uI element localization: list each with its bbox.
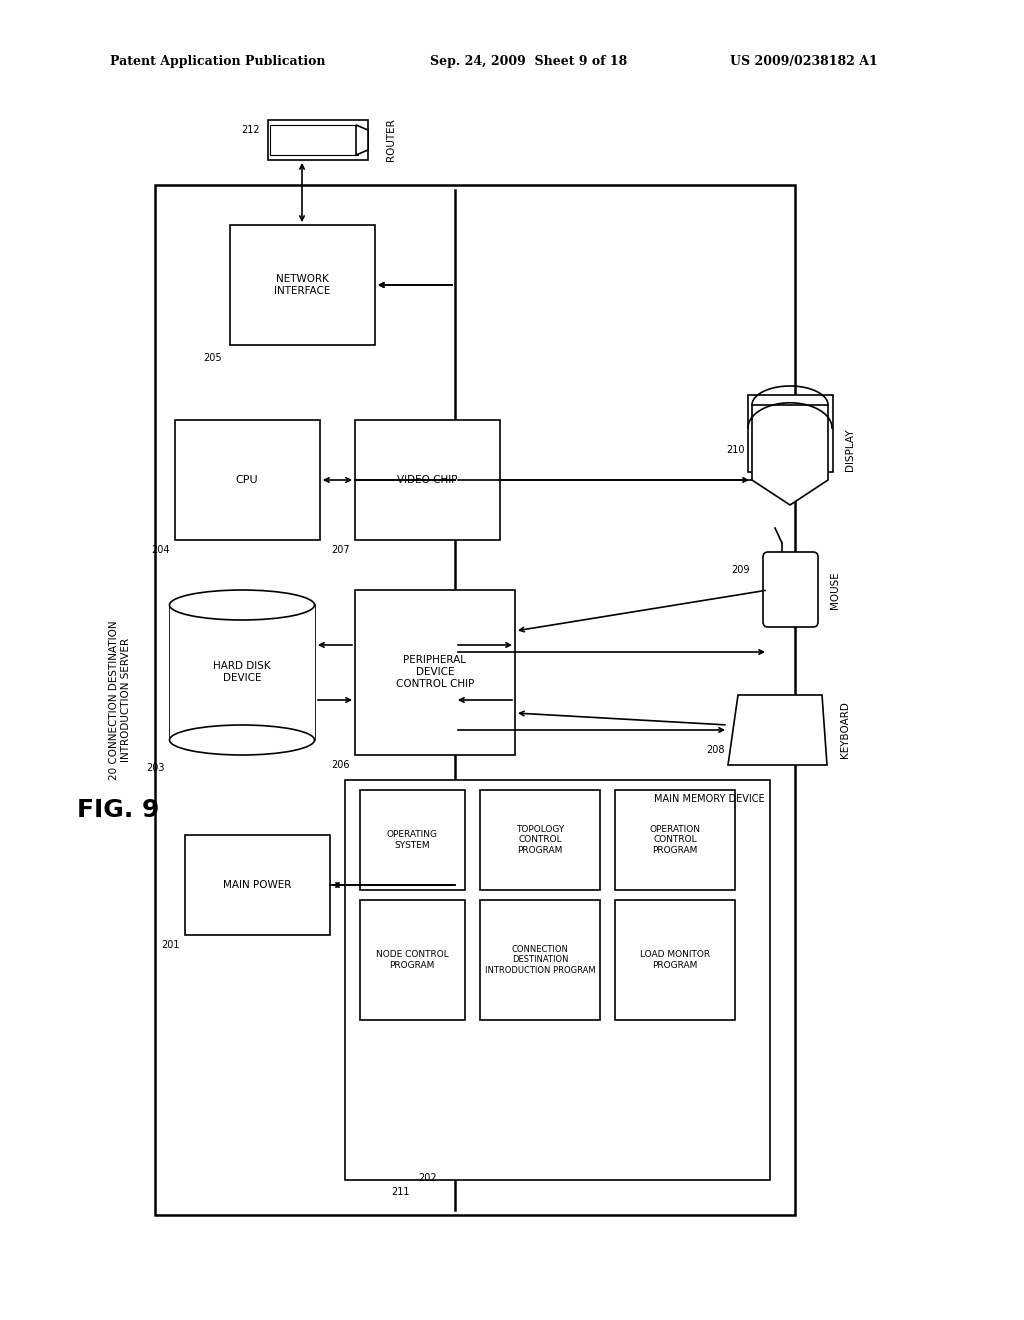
Text: TOPOLOGY
CONTROL
PROGRAM: TOPOLOGY CONTROL PROGRAM bbox=[516, 825, 564, 855]
Polygon shape bbox=[728, 696, 827, 766]
Text: 202: 202 bbox=[419, 1173, 437, 1183]
Text: DISPLAY: DISPLAY bbox=[845, 429, 855, 471]
Bar bbox=[170, 605, 315, 741]
Text: 209: 209 bbox=[731, 565, 750, 576]
Text: 205: 205 bbox=[204, 352, 222, 363]
Text: MAIN MEMORY DEVICE: MAIN MEMORY DEVICE bbox=[654, 795, 765, 804]
Text: Sep. 24, 2009  Sheet 9 of 18: Sep. 24, 2009 Sheet 9 of 18 bbox=[430, 55, 628, 69]
Text: 203: 203 bbox=[146, 763, 165, 774]
Text: PERIPHERAL
DEVICE
CONTROL CHIP: PERIPHERAL DEVICE CONTROL CHIP bbox=[396, 656, 474, 689]
Bar bbox=[175, 420, 319, 540]
Bar bbox=[355, 590, 515, 755]
Text: 212: 212 bbox=[242, 125, 260, 135]
Bar bbox=[268, 120, 368, 160]
Text: 207: 207 bbox=[332, 545, 350, 554]
Text: 20 CONNECTION DESTINATION
INTRODUCTION SERVER: 20 CONNECTION DESTINATION INTRODUCTION S… bbox=[110, 620, 131, 780]
Bar bbox=[360, 900, 465, 1020]
Text: LOAD MONITOR
PROGRAM: LOAD MONITOR PROGRAM bbox=[640, 950, 710, 970]
Text: MAIN POWER: MAIN POWER bbox=[223, 880, 291, 890]
Bar bbox=[355, 420, 500, 540]
Bar bbox=[155, 185, 795, 1214]
Text: Patent Application Publication: Patent Application Publication bbox=[110, 55, 326, 69]
Text: NODE CONTROL
PROGRAM: NODE CONTROL PROGRAM bbox=[376, 950, 449, 970]
Bar bbox=[270, 125, 358, 154]
Text: CONNECTION
DESTINATION
INTRODUCTION PROGRAM: CONNECTION DESTINATION INTRODUCTION PROG… bbox=[484, 945, 595, 975]
Bar bbox=[185, 836, 330, 935]
Bar bbox=[360, 789, 465, 890]
Bar bbox=[748, 395, 833, 473]
Text: 204: 204 bbox=[152, 545, 170, 554]
Text: MOUSE: MOUSE bbox=[830, 572, 840, 609]
Text: 208: 208 bbox=[707, 744, 725, 755]
Bar bbox=[480, 900, 600, 1020]
Text: CPU: CPU bbox=[236, 475, 258, 484]
Text: KEYBOARD: KEYBOARD bbox=[840, 701, 850, 759]
Bar bbox=[615, 789, 735, 890]
Bar bbox=[480, 789, 600, 890]
Bar bbox=[345, 780, 770, 1180]
Text: OPERATION
CONTROL
PROGRAM: OPERATION CONTROL PROGRAM bbox=[649, 825, 700, 855]
Polygon shape bbox=[356, 125, 368, 154]
Text: ROUTER: ROUTER bbox=[386, 119, 396, 161]
Polygon shape bbox=[752, 405, 828, 506]
Bar bbox=[615, 900, 735, 1020]
Bar bbox=[230, 224, 375, 345]
Text: VIDEO CHIP: VIDEO CHIP bbox=[396, 475, 458, 484]
Text: NETWORK
INTERFACE: NETWORK INTERFACE bbox=[273, 275, 330, 296]
Ellipse shape bbox=[170, 725, 314, 755]
Ellipse shape bbox=[170, 590, 314, 620]
Text: OPERATING
SYSTEM: OPERATING SYSTEM bbox=[386, 830, 437, 850]
Text: US 2009/0238182 A1: US 2009/0238182 A1 bbox=[730, 55, 878, 69]
Text: 211: 211 bbox=[391, 1187, 410, 1197]
Text: FIG. 9: FIG. 9 bbox=[77, 799, 159, 822]
Text: HARD DISK
DEVICE: HARD DISK DEVICE bbox=[213, 661, 270, 682]
Text: 201: 201 bbox=[162, 940, 180, 950]
FancyBboxPatch shape bbox=[763, 552, 818, 627]
Text: 206: 206 bbox=[332, 760, 350, 770]
Text: 210: 210 bbox=[726, 445, 745, 455]
